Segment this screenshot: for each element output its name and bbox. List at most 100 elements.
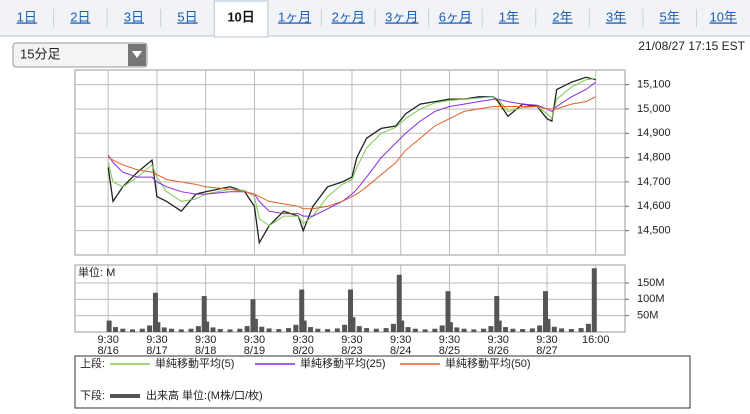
volume-bar — [147, 325, 153, 332]
volume-bar — [293, 324, 299, 332]
volume-bar — [252, 318, 258, 332]
volume-bar — [204, 321, 210, 332]
x-tick-label: 9:30 — [439, 334, 460, 346]
tab[interactable]: 2日 — [70, 9, 90, 24]
dropdown-label: 15分足 — [20, 46, 60, 61]
tab[interactable]: 5年 — [660, 9, 680, 24]
volume-bar — [237, 328, 243, 332]
volume-bar — [188, 328, 194, 332]
x-tick-date: 8/18 — [195, 345, 216, 357]
volume-bar — [286, 328, 292, 332]
tab[interactable]: 1日 — [17, 9, 37, 24]
volume-bar — [439, 325, 445, 332]
volume-bar — [130, 329, 136, 332]
tab[interactable]: 5日 — [177, 9, 197, 24]
volume-bar — [299, 289, 305, 332]
volume-bar — [120, 328, 126, 332]
x-tick-date: 8/24 — [390, 345, 411, 357]
tab[interactable]: 2ヶ月 — [332, 9, 365, 24]
volume-bar — [432, 328, 438, 332]
tab[interactable]: 3年 — [606, 9, 626, 24]
volume-bar — [529, 328, 535, 332]
volume-bar — [447, 322, 453, 332]
x-tick-date: 8/23 — [341, 345, 362, 357]
volume-bar — [551, 326, 557, 332]
volume-bar — [155, 322, 161, 332]
volume-bar — [591, 268, 597, 332]
moving-average — [107, 81, 597, 217]
tab[interactable]: 2年 — [552, 9, 572, 24]
volume-bar — [106, 320, 112, 332]
tab[interactable]: 3日 — [124, 9, 144, 24]
tab[interactable]: 3ヶ月 — [385, 9, 418, 24]
volume-bar — [169, 328, 175, 332]
volume-bar — [454, 327, 460, 332]
tab[interactable]: 1年 — [499, 9, 519, 24]
legend-entry: 出来高 単位:(M株/口/枚) — [146, 388, 263, 402]
volume-bar — [537, 325, 543, 332]
dropdown[interactable] — [12, 42, 148, 68]
volume-bar — [195, 326, 201, 332]
x-tick-label: 9:30 — [146, 334, 167, 346]
volume-bar — [178, 329, 184, 332]
volume-bar — [510, 328, 516, 332]
legend-label: 下段: — [80, 388, 105, 402]
x-tick-date: 8/17 — [146, 345, 167, 357]
volume-bar — [276, 329, 282, 332]
y-tick-label: 100M — [637, 293, 665, 305]
legend-entry: 単純移動平均(5) — [155, 356, 234, 370]
y-tick-label: 50M — [637, 310, 658, 322]
tab[interactable]: 6ヶ月 — [439, 9, 472, 24]
x-tick-label: 9:30 — [292, 334, 313, 346]
tab[interactable]: 1ヶ月 — [278, 9, 311, 24]
volume-bar — [543, 291, 549, 332]
plot-area — [74, 69, 626, 256]
volume-bar — [364, 328, 370, 332]
volume-bar — [503, 327, 509, 332]
volume-bar — [471, 329, 477, 332]
volume-bar — [217, 329, 223, 332]
timestamp: 21/08/27 17:15 EST — [638, 39, 745, 53]
volume-bar — [445, 291, 451, 332]
volume-bar — [399, 320, 405, 332]
volume-bar — [390, 323, 396, 332]
volume-bar — [266, 328, 272, 332]
volume-bar — [301, 320, 307, 332]
volume-bar — [112, 327, 118, 332]
y-tick-label: 14,700 — [637, 176, 671, 188]
x-tick-label: 9:30 — [341, 334, 362, 346]
legend-entry: 単純移動平均(25) — [300, 356, 386, 370]
volume-bar — [152, 292, 158, 332]
volume-bar — [227, 329, 233, 332]
legend-box — [74, 355, 691, 409]
volume-bar — [373, 328, 379, 332]
legend-entry: 単純移動平均(50) — [445, 356, 531, 370]
volume-bar — [568, 329, 574, 332]
unit-label: 単位: M — [78, 265, 115, 279]
volume-bar — [396, 274, 402, 332]
x-tick-label: 9:30 — [195, 334, 216, 346]
volume-bar — [383, 328, 389, 332]
x-tick-label: 9:30 — [390, 334, 411, 346]
volume-bar — [461, 328, 467, 332]
volume-bar — [481, 328, 487, 332]
volume-bar — [201, 296, 207, 332]
volume-bar — [350, 317, 356, 332]
volume-bar — [334, 328, 340, 332]
y-tick-label: 15,100 — [637, 79, 671, 91]
x-tick-label: 9:30 — [244, 334, 265, 346]
x-tick-date: 8/27 — [536, 345, 557, 357]
x-tick-date: 8/19 — [244, 345, 265, 357]
x-tick-label: 9:30 — [97, 334, 118, 346]
legend-label: 上段: — [80, 356, 105, 370]
tab[interactable]: 10日 — [227, 9, 254, 24]
x-tick-date: 8/25 — [439, 345, 460, 357]
tab[interactable]: 10年 — [709, 9, 736, 24]
moving-average — [107, 96, 596, 210]
volume-bar — [308, 327, 314, 332]
volume-bar — [139, 328, 145, 332]
volume-bar — [585, 323, 591, 332]
x-tick-date: 8/26 — [488, 345, 509, 357]
